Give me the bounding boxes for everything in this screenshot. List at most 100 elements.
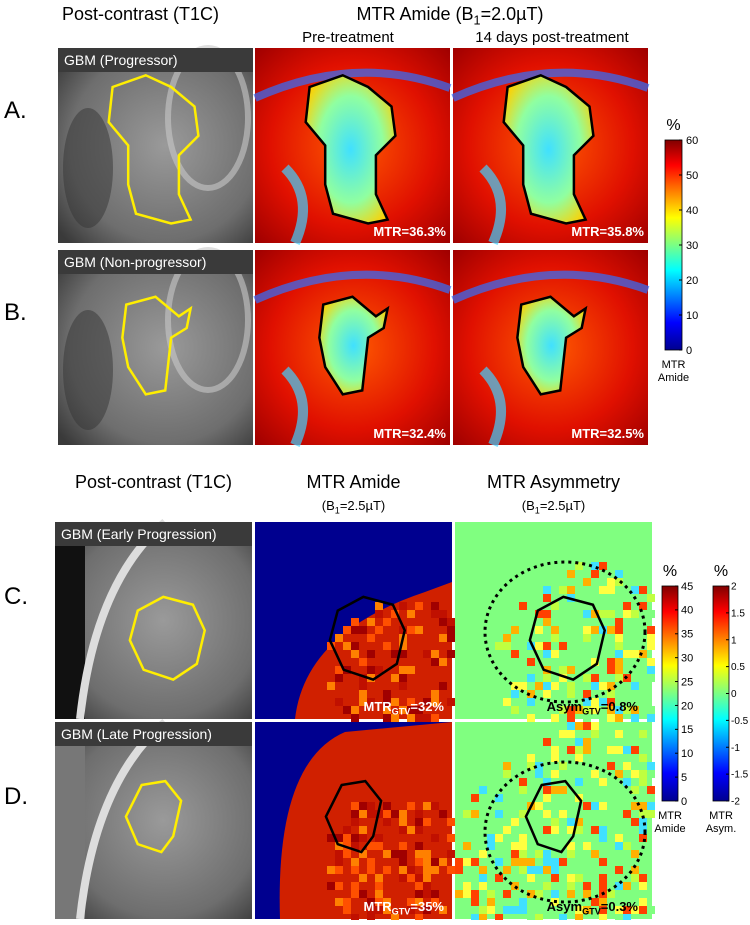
pixel	[391, 850, 399, 858]
colorbar-tick-label: 25	[681, 676, 693, 688]
pixel	[495, 914, 503, 922]
pixel	[631, 906, 639, 914]
pixel	[335, 666, 343, 674]
colorbar-unit: %	[714, 563, 728, 580]
colorbar-tick-label: 20	[686, 275, 698, 287]
roi-contour	[528, 595, 607, 681]
row-label: D.	[4, 783, 28, 810]
pixel	[415, 810, 423, 818]
pixel	[543, 882, 551, 890]
roi-value: MTRGTV=32%	[364, 699, 445, 716]
pixel	[439, 618, 447, 626]
pixel	[559, 666, 567, 674]
pixel	[591, 562, 599, 570]
pixel	[471, 858, 479, 866]
pixel	[391, 810, 399, 818]
tag-bar	[58, 48, 253, 72]
pixel	[615, 578, 623, 586]
pixel	[431, 602, 439, 610]
pixel	[567, 850, 575, 858]
pixel	[391, 714, 399, 722]
pixel	[423, 874, 431, 882]
pixel	[567, 826, 575, 834]
pixel	[615, 746, 623, 754]
pixel	[615, 674, 623, 682]
right-title-main: MTR Amide (B	[357, 4, 474, 24]
colorbar-caption: Asym.	[706, 823, 737, 835]
column-subtitle-main: (B	[322, 498, 335, 513]
pixel	[647, 610, 655, 618]
pixel	[615, 882, 623, 890]
pixel	[367, 650, 375, 658]
pixel	[399, 626, 407, 634]
pixel	[535, 762, 543, 770]
colorbar-tick-label: 30	[681, 653, 693, 665]
pixel	[535, 626, 543, 634]
pixel	[559, 858, 567, 866]
pixel	[511, 906, 519, 914]
pixel	[423, 802, 431, 810]
roi-value: MTR=35.8%	[571, 224, 644, 239]
pixel	[415, 914, 423, 922]
pixel	[423, 818, 431, 826]
pixel	[343, 642, 351, 650]
pixel	[463, 890, 471, 898]
pixel	[535, 770, 543, 778]
pixel	[503, 642, 511, 650]
pixel	[607, 658, 615, 666]
pixel	[543, 594, 551, 602]
pixel	[551, 626, 559, 634]
pixel	[383, 810, 391, 818]
pixel	[367, 866, 375, 874]
pixel	[647, 666, 655, 674]
pixel	[351, 858, 359, 866]
pixel	[527, 690, 535, 698]
pixel	[519, 890, 527, 898]
pixel	[399, 866, 407, 874]
pixel	[567, 586, 575, 594]
pixel	[535, 802, 543, 810]
pixel	[583, 698, 591, 706]
column-subtitle: (B1=2.5µT)	[322, 498, 386, 515]
roi-value: MTRGTV=35%	[364, 899, 445, 916]
pixel	[407, 706, 415, 714]
pixel	[511, 650, 519, 658]
pixel	[479, 882, 487, 890]
pixel	[599, 882, 607, 890]
pixel	[551, 746, 559, 754]
pixel	[519, 778, 527, 786]
pixel	[647, 786, 655, 794]
pixel	[335, 850, 343, 858]
pixel	[623, 914, 631, 922]
pixel	[615, 690, 623, 698]
pixel	[503, 906, 511, 914]
pixel	[599, 858, 607, 866]
pixel	[343, 850, 351, 858]
pixel	[559, 850, 567, 858]
pixel	[639, 650, 647, 658]
pixel	[335, 866, 343, 874]
pixel	[407, 874, 415, 882]
pixel	[375, 898, 383, 906]
pixel	[423, 850, 431, 858]
pixel	[575, 722, 583, 730]
pixel	[399, 602, 407, 610]
roi-value-sub: GTV	[392, 906, 411, 916]
pixel	[359, 890, 367, 898]
pixel	[559, 674, 567, 682]
pixel	[375, 890, 383, 898]
pixel	[367, 810, 375, 818]
pixel	[479, 786, 487, 794]
pixel	[391, 914, 399, 922]
pixel	[367, 906, 375, 914]
pixel	[351, 866, 359, 874]
pixel	[575, 778, 583, 786]
pixel	[399, 810, 407, 818]
pixel	[511, 626, 519, 634]
pixel	[631, 818, 639, 826]
pixel	[647, 906, 655, 914]
pixel	[591, 826, 599, 834]
pixel	[607, 690, 615, 698]
pixel	[567, 730, 575, 738]
pixel	[583, 882, 591, 890]
